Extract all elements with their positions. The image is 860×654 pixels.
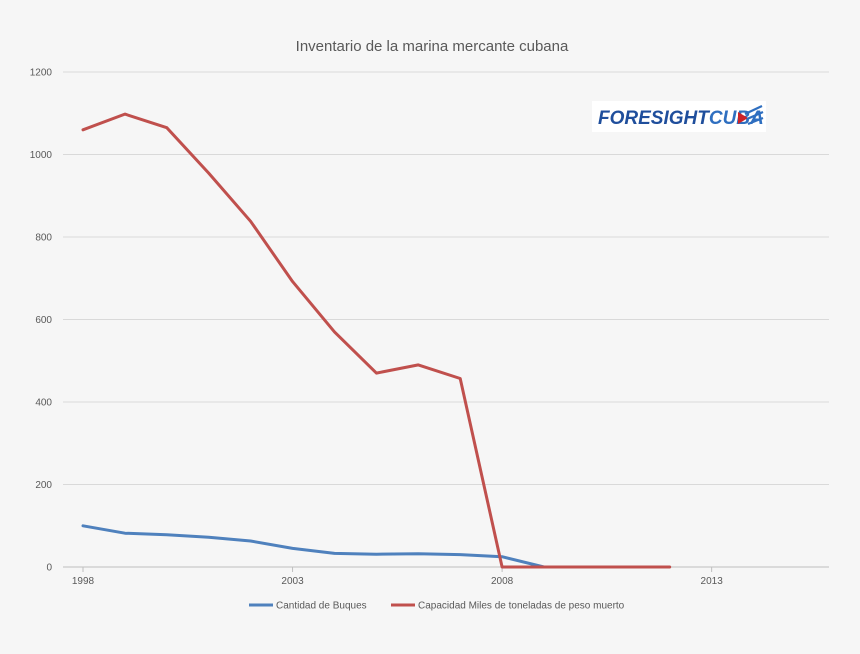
logo-text-main: FORESIGHT xyxy=(598,108,710,129)
y-tick-label: 600 xyxy=(35,315,52,326)
x-axis: 1998 2003 2008 2013 xyxy=(72,567,723,587)
logo-text-accent: CUBA xyxy=(709,108,764,129)
legend-label-1: Cantidad de Buques xyxy=(276,601,367,612)
y-tick-label: 1200 xyxy=(30,68,53,79)
series-line-1 xyxy=(81,524,546,569)
y-tick-label: 0 xyxy=(46,563,52,574)
flag-icon xyxy=(738,105,764,126)
logo-text: FORESIGHTCUBA xyxy=(598,108,764,129)
y-tick-label: 400 xyxy=(35,398,52,409)
legend-label-2: Capacidad Miles de toneladas de peso mue… xyxy=(418,601,625,612)
x-tick-label: 2008 xyxy=(491,576,514,587)
x-tick-label: 2013 xyxy=(701,576,724,587)
series-lines xyxy=(81,112,672,569)
logo-background xyxy=(592,101,766,132)
y-tick-label: 1000 xyxy=(30,150,53,161)
foresight-cuba-logo: FORESIGHTCUBA xyxy=(592,101,766,132)
gridlines xyxy=(63,71,829,568)
y-tick-label: 200 xyxy=(35,480,52,491)
x-tick-label: 1998 xyxy=(72,576,95,587)
series-line-2 xyxy=(81,112,672,569)
chart-title: Inventario de la marina mercante cubana xyxy=(296,38,569,55)
legend: Cantidad de Buques Capacidad Miles de ton… xyxy=(249,601,625,612)
y-axis-ticks: 0 200 400 600 800 1000 1200 xyxy=(30,68,53,574)
x-tick-label: 2003 xyxy=(281,576,304,587)
y-tick-label: 800 xyxy=(35,233,52,244)
